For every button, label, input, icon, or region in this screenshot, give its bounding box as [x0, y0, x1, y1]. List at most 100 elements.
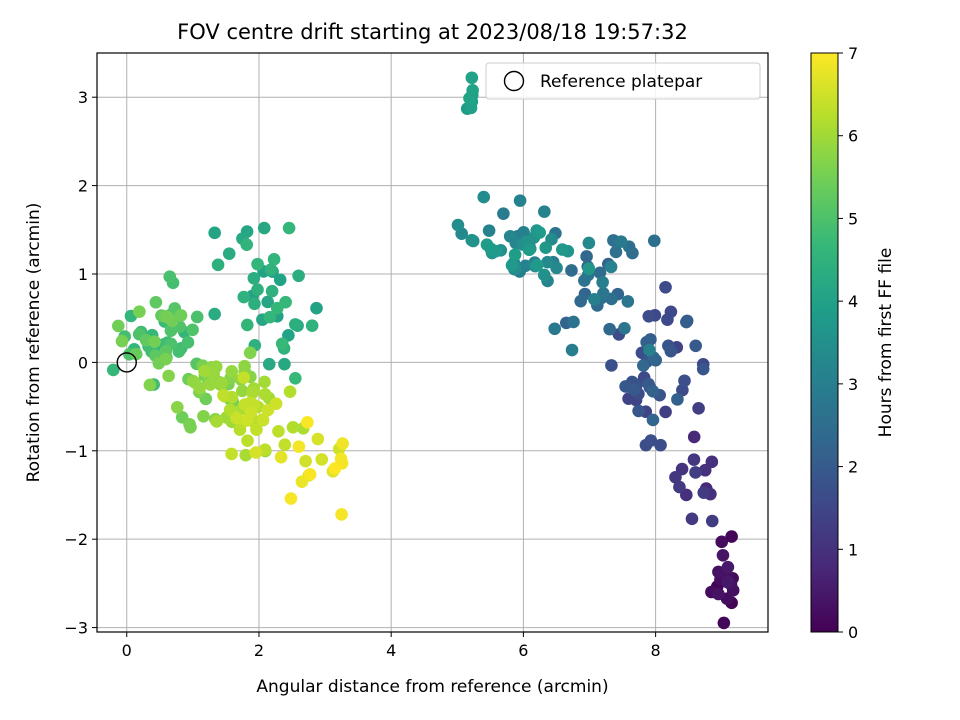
data-point-92: [647, 234, 661, 248]
data-point-161: [464, 101, 478, 115]
data-point-190: [265, 284, 279, 298]
data-point-259: [184, 420, 197, 434]
colorbar-tick-label-3: 3: [848, 375, 858, 394]
data-point-33: [659, 405, 672, 419]
data-point-253: [160, 310, 174, 324]
x-tick-label-1: 2: [254, 641, 264, 660]
data-point-209: [275, 337, 289, 351]
legend-marker-circle: [503, 70, 525, 92]
data-point-62: [664, 344, 678, 358]
data-point-184: [247, 271, 261, 285]
data-point-128: [582, 236, 596, 250]
data-point-42: [661, 313, 674, 326]
data-point-172: [208, 226, 221, 240]
colorbar-label: Hours from first FF file: [876, 248, 896, 438]
data-point-152: [530, 258, 544, 272]
data-point-2: [717, 616, 731, 630]
data-point-323: [256, 413, 270, 426]
data-point-100: [618, 322, 631, 335]
data-point-63: [696, 362, 710, 376]
data-point-256: [159, 352, 173, 366]
y-tick-label-4: 1: [78, 265, 88, 284]
data-point-25: [687, 453, 701, 466]
data-point-117: [604, 260, 618, 274]
data-point-185: [248, 297, 261, 311]
data-point-335: [274, 450, 288, 464]
data-point-178: [257, 221, 271, 235]
data-point-167: [273, 273, 287, 287]
data-point-207: [106, 363, 120, 377]
data-point-73: [671, 393, 684, 406]
data-point-168: [463, 91, 476, 105]
colorbar-tick-label-5: 5: [848, 209, 858, 228]
data-point-312: [272, 424, 285, 438]
reference-platepar-marker: [116, 352, 137, 373]
data-point-194: [264, 263, 278, 276]
data-point-265: [243, 346, 257, 360]
data-point-202: [263, 310, 277, 324]
data-point-27: [685, 512, 699, 526]
y-tick-label-2: −1: [64, 442, 88, 461]
data-point-17: [721, 560, 735, 574]
data-point-130: [541, 255, 554, 269]
chart-title: FOV centre drift starting at 2023/08/18 …: [177, 20, 688, 44]
data-point-342: [284, 492, 298, 505]
data-point-296: [239, 448, 253, 462]
data-point-30: [705, 514, 719, 528]
data-point-121: [538, 205, 551, 218]
data-point-282: [225, 365, 239, 378]
x-axis-ticks: 0 2 4 6 8: [122, 632, 661, 660]
data-point-85: [603, 322, 616, 336]
y-tick-label-6: 3: [78, 88, 88, 107]
data-point-230: [186, 323, 199, 337]
data-point-266: [143, 378, 157, 392]
data-point-310: [241, 434, 254, 448]
data-point-66: [689, 339, 702, 353]
data-point-188: [251, 283, 264, 297]
data-point-149: [505, 259, 519, 272]
data-point-112: [588, 292, 601, 306]
data-point-14: [712, 587, 725, 601]
data-point-147: [539, 241, 553, 255]
data-point-195: [240, 238, 254, 251]
legend-box: [485, 62, 761, 100]
data-point-283: [236, 384, 249, 398]
x-tick-label-3: 6: [518, 641, 528, 660]
colorbar-frame: [810, 52, 839, 633]
data-point-248: [111, 319, 125, 333]
data-point-101: [597, 287, 610, 300]
data-point-225: [163, 270, 177, 283]
data-point-16: [721, 575, 735, 589]
data-point-26: [669, 471, 682, 484]
colorbar-tick-label-1: 1: [848, 540, 858, 559]
x-axis-label: Angular distance from reference (arcmin): [256, 677, 608, 697]
colorbar-tick-label-2: 2: [848, 458, 858, 477]
data-point-51: [654, 438, 667, 452]
data-point-84: [580, 250, 593, 263]
data-point-119: [519, 259, 532, 273]
data-point-196: [267, 253, 281, 266]
data-point-181: [208, 307, 221, 321]
data-point-153: [533, 226, 546, 239]
colorbar: 0 1 2 3 4 5 6 7 Hours from first FF file: [810, 44, 896, 642]
data-point-148: [582, 262, 596, 276]
x-tick-label-2: 4: [386, 641, 396, 660]
data-point-337: [336, 437, 349, 450]
plot-area-frame: [96, 52, 769, 633]
data-point-104: [548, 322, 562, 336]
data-point-133: [477, 190, 491, 204]
data-point-269: [162, 369, 175, 383]
colorbar-tick-label-7: 7: [848, 44, 858, 63]
data-point-191: [237, 290, 251, 304]
data-point-118: [513, 194, 527, 207]
data-point-179: [278, 357, 291, 371]
data-point-103: [621, 295, 635, 308]
x-tick-label-4: 8: [651, 641, 661, 660]
data-point-276: [238, 359, 251, 373]
data-point-295: [246, 386, 259, 400]
data-point-238: [149, 295, 163, 309]
data-point-15: [716, 548, 730, 562]
data-point-28: [673, 480, 686, 494]
data-point-183: [292, 269, 305, 283]
